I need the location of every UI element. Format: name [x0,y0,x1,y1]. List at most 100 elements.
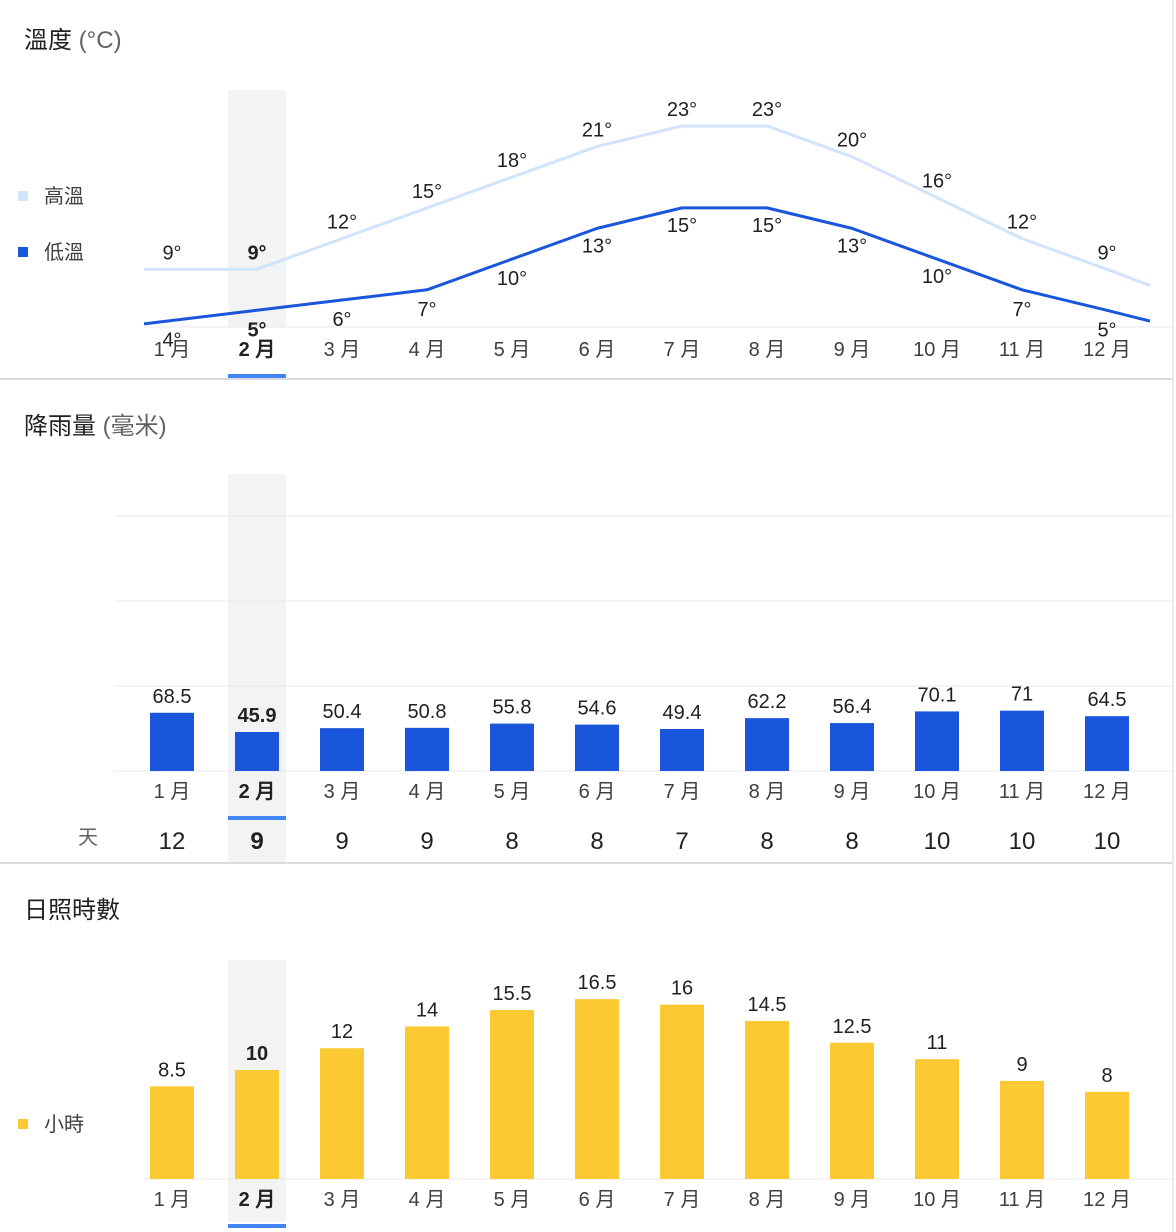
precipitation-bar [915,711,959,771]
sunshine-bar [235,1070,279,1179]
precipitation-bar [490,723,534,771]
sunshine-month-label: 2 月 [239,1189,276,1211]
legend-sunshine-swatch [18,1118,28,1129]
low-temperature-label: 10° [922,266,952,288]
sunshine-title: 日照時數 [24,890,120,925]
precipitation-month-label: 8 月 [749,781,786,803]
rain-days-value: 8 [590,828,603,855]
sunshine-value-label: 10 [246,1043,268,1065]
sunshine-value-label: 8.5 [158,1059,186,1081]
high-temperature-label: 23° [667,99,697,121]
temperature-month-label: 11 月 [999,339,1045,361]
precipitation-month-label: 9 月 [834,781,871,803]
sunshine-month-label: 1 月 [154,1189,191,1211]
high-temperature-label: 23° [752,99,782,121]
sunshine-bar [320,1048,364,1179]
rain-days-value: 10 [924,828,951,855]
rain-days-value: 7 [675,828,688,855]
temperature-selected-underline [228,374,286,378]
precipitation-chart[interactable]: 68.5 45.9 50.4 50.8 55.8 54.6 49.4 62.2 56.4 70.1… [0,380,1176,864]
precipitation-month-label: 7 月 [664,781,701,803]
precipitation-bar [320,728,364,771]
rain-days-value: 10 [1094,828,1121,855]
temperature-month-label: 8 月 [749,339,786,361]
low-temperature-label: 5° [1097,319,1116,341]
sunshine-month-label: 5 月 [494,1189,531,1211]
precipitation-value-label: 45.9 [238,705,277,727]
high-temperature-label: 16° [922,171,952,193]
sunshine-value-label: 12.5 [833,1016,872,1038]
sunshine-bar [490,1010,534,1179]
precipitation-value-label: 54.6 [578,698,617,720]
high-temperature-label: 12° [327,212,357,234]
high-temperature-label: 15° [412,181,442,203]
precipitation-bar [235,731,279,771]
sunshine-bar [150,1086,194,1179]
sunshine-chart[interactable]: 8.5 10 12 14 15.5 16.5 16 14.5 12.5 11 9 8 1 月 2 月 3 月… [0,864,1176,1232]
sunshine-bar [405,1026,449,1179]
low-temperature-label: 7° [417,299,436,321]
temperature-month-label: 3 月 [324,339,361,361]
panel-right-border [1172,0,1174,1232]
sunshine-month-label: 11 月 [999,1189,1045,1211]
temperature-month-label: 4 月 [409,339,446,361]
temperature-month-label: 1 月 [154,339,191,361]
temperature-title-text: 溫度 [24,27,72,54]
precipitation-value-label: 55.8 [493,697,532,719]
precipitation-value-label: 68.5 [153,686,192,708]
temperature-month-label: 5 月 [494,339,531,361]
precipitation-selected-underline [228,816,286,820]
rain-days-value: 9 [335,828,348,855]
low-temperature-label: 13° [837,235,867,257]
sunshine-bar [575,999,619,1179]
precipitation-bar [405,727,449,771]
precipitation-selected-column [228,474,286,864]
precipitation-month-label: 11 月 [999,781,1045,803]
rain-days-label: 天 [78,827,98,849]
sunshine-value-label: 16.5 [578,972,617,994]
sunshine-value-label: 12 [331,1021,353,1043]
rain-days-value: 12 [159,828,186,855]
precipitation-unit: (毫米) [102,413,167,440]
sunshine-month-label: 4 月 [409,1189,446,1211]
temperature-title: 溫度 (°C) [24,20,122,55]
sunshine-month-label: 9 月 [834,1189,871,1211]
precipitation-value-label: 64.5 [1088,689,1127,711]
legend-high-swatch [18,190,28,201]
precipitation-divider [0,862,1172,864]
precipitation-title-text: 降雨量 [24,413,96,440]
temperature-month-label: 9 月 [834,339,871,361]
sunshine-month-label: 8 月 [749,1189,786,1211]
sunshine-bar [1085,1091,1129,1179]
precipitation-month-label: 2 月 [239,781,276,803]
high-temperature-label: 18° [497,150,527,172]
high-temperature-label: 9° [162,242,181,264]
precipitation-bar [1000,710,1044,771]
low-temperature-label: 4° [162,330,181,352]
temperature-chart[interactable]: 9° 9° 12° 15° 18° 21° 23° 23° 20° 16° 12° 9° 4° 5° 6° 7… [0,0,1176,380]
sunshine-value-label: 9 [1016,1054,1027,1076]
sunshine-bar [830,1042,874,1179]
precipitation-value-label: 70.1 [918,684,957,706]
temperature-month-label: 7 月 [664,339,701,361]
low-temperature-label: 10° [497,268,527,290]
precipitation-month-label: 5 月 [494,781,531,803]
precipitation-bar [150,712,194,771]
rain-days-value: 9 [250,828,263,855]
precipitation-month-label: 10 月 [913,781,961,803]
low-temperature-label: 6° [332,309,351,331]
rain-days-value: 10 [1009,828,1036,855]
temperature-divider [0,378,1172,380]
precipitation-value-label: 49.4 [663,702,702,724]
sunshine-value-label: 14.5 [748,994,787,1016]
rain-days-value: 8 [845,828,858,855]
sunshine-bar [745,1020,789,1179]
precipitation-bar [660,729,704,771]
precipitation-panel: 降雨量 (毫米) 68.5 45.9 50.4 50.8 55.8 54.6 49.4 62.… [0,380,1176,864]
legend-sunshine-label: 小時 [44,1114,84,1136]
high-temperature-label: 12° [1007,212,1037,234]
high-temperature-label: 9° [247,242,266,264]
low-temperature-label: 5° [247,319,266,341]
precipitation-value-label: 50.8 [408,701,447,723]
sunshine-value-label: 11 [927,1032,948,1054]
